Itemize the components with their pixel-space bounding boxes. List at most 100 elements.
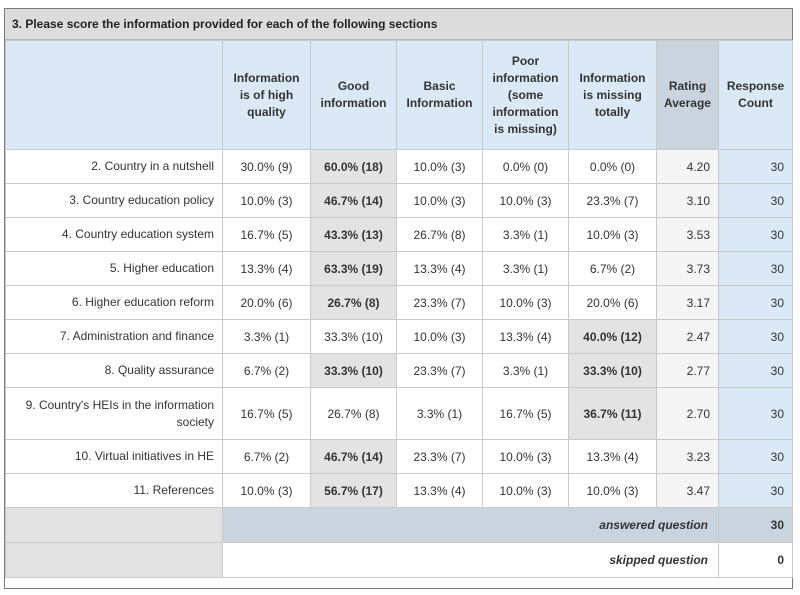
percentage-cell: 40.0% (12) [568,319,657,354]
percentage-cell: 33.3% (10) [568,353,657,388]
percentage-cell: 6.7% (2) [222,353,311,388]
rating-average-cell: 2.70 [656,387,719,440]
footer-blank [5,542,223,578]
rating-average-cell: 3.53 [656,217,719,252]
percentage-cell: 36.7% (11) [568,387,657,440]
rating-average-cell: 3.23 [656,439,719,474]
row-label: 10. Virtual initiatives in HE [5,439,223,474]
percentage-cell: 43.3% (13) [310,217,397,252]
percentage-cell: 3.3% (1) [396,387,483,440]
percentage-cell: 10.0% (3) [222,473,311,508]
percentage-cell: 10.0% (3) [396,319,483,354]
table-row: 9. Country's HEIs in the information soc… [5,387,793,440]
rating-average-cell: 3.10 [656,183,719,218]
percentage-cell: 20.0% (6) [222,285,311,320]
percentage-cell: 23.3% (7) [396,439,483,474]
question-title: 3. Please score the information provided… [5,9,792,40]
answered-label: answered question [222,507,719,543]
header-corner [5,40,223,150]
percentage-cell: 13.3% (4) [396,251,483,286]
percentage-cell: 13.3% (4) [396,473,483,508]
table-row: 2. Country in a nutshell 30.0% (9) 60.0% (… [5,149,793,184]
percentage-cell: 63.3% (19) [310,251,397,286]
rating-average-cell: 4.20 [656,149,719,184]
rating-average-cell: 3.73 [656,251,719,286]
percentage-cell: 3.3% (1) [482,353,569,388]
response-count-cell: 30 [718,183,793,218]
percentage-cell: 26.7% (8) [310,285,397,320]
rating-average-cell: 3.47 [656,473,719,508]
percentage-cell: 56.7% (17) [310,473,397,508]
response-count-cell: 30 [718,217,793,252]
response-count-cell: 30 [718,319,793,354]
skipped-row: skipped question 0 [5,542,793,578]
percentage-cell: 6.7% (2) [568,251,657,286]
percentage-cell: 3.3% (1) [222,319,311,354]
percentage-cell: 33.3% (10) [310,319,397,354]
percentage-cell: 16.7% (5) [482,387,569,440]
table-row: 8. Quality assurance 6.7% (2) 33.3% (10) 23… [5,353,793,388]
percentage-cell: 10.0% (3) [482,183,569,218]
table-row: 6. Higher education reform 20.0% (6) 26.7%… [5,285,793,320]
percentage-cell: 46.7% (14) [310,439,397,474]
percentage-cell: 6.7% (2) [222,439,311,474]
percentage-cell: 0.0% (0) [568,149,657,184]
header-rating-average: Rating Average [656,40,719,150]
percentage-cell: 0.0% (0) [482,149,569,184]
skipped-count: 0 [718,542,793,578]
percentage-cell: 10.0% (3) [222,183,311,218]
percentage-cell: 10.0% (3) [568,217,657,252]
answered-row: answered question 30 [5,507,793,543]
response-count-cell: 30 [718,353,793,388]
answered-count: 30 [718,507,793,543]
row-label: 8. Quality assurance [5,353,223,388]
header-row: Information is of high quality Good info… [5,40,793,150]
row-label: 7. Administration and finance [5,319,223,354]
percentage-cell: 20.0% (6) [568,285,657,320]
percentage-cell: 10.0% (3) [396,149,483,184]
percentage-cell: 46.7% (14) [310,183,397,218]
table-row: 11. References 10.0% (3) 56.7% (17) 13.3% (… [5,473,793,508]
row-label: 4. Country education system [5,217,223,252]
results-table: Information is of high quality Good info… [5,40,793,578]
table-row: 10. Virtual initiatives in HE 6.7% (2) 46.… [5,439,793,474]
header-high-quality: Information is of high quality [222,40,311,150]
percentage-cell: 3.3% (1) [482,217,569,252]
row-label: 5. Higher education [5,251,223,286]
header-basic: Basic Information [396,40,483,150]
response-count-cell: 30 [718,387,793,440]
rating-average-cell: 2.77 [656,353,719,388]
percentage-cell: 13.3% (4) [482,319,569,354]
response-count-cell: 30 [718,285,793,320]
percentage-cell: 60.0% (18) [310,149,397,184]
response-count-cell: 30 [718,251,793,286]
table-row: 3. Country education policy 10.0% (3) 46.7… [5,183,793,218]
percentage-cell: 10.0% (3) [396,183,483,218]
rating-average-cell: 2.47 [656,319,719,354]
percentage-cell: 26.7% (8) [396,217,483,252]
percentage-cell: 23.3% (7) [396,285,483,320]
footer-blank [5,507,223,543]
table-row: 7. Administration and finance 3.3% (1) 33.… [5,319,793,354]
row-label: 6. Higher education reform [5,285,223,320]
header-good: Good information [310,40,397,150]
skipped-label: skipped question [222,542,719,578]
percentage-cell: 16.7% (5) [222,217,311,252]
row-label: 2. Country in a nutshell [5,149,223,184]
percentage-cell: 10.0% (3) [482,473,569,508]
table-row: 4. Country education system 16.7% (5) 43.3… [5,217,793,252]
percentage-cell: 33.3% (10) [310,353,397,388]
row-label: 9. Country's HEIs in the information soc… [5,387,223,440]
response-count-cell: 30 [718,149,793,184]
percentage-cell: 23.3% (7) [396,353,483,388]
row-label: 11. References [5,473,223,508]
header-response-count: Response Count [718,40,793,150]
table-row: 5. Higher education 13.3% (4) 63.3% (19) 13… [5,251,793,286]
response-count-cell: 30 [718,439,793,474]
percentage-cell: 26.7% (8) [310,387,397,440]
percentage-cell: 13.3% (4) [222,251,311,286]
percentage-cell: 10.0% (3) [568,473,657,508]
survey-question-panel: 3. Please score the information provided… [4,8,793,589]
header-missing: Information is missing totally [568,40,657,150]
percentage-cell: 16.7% (5) [222,387,311,440]
